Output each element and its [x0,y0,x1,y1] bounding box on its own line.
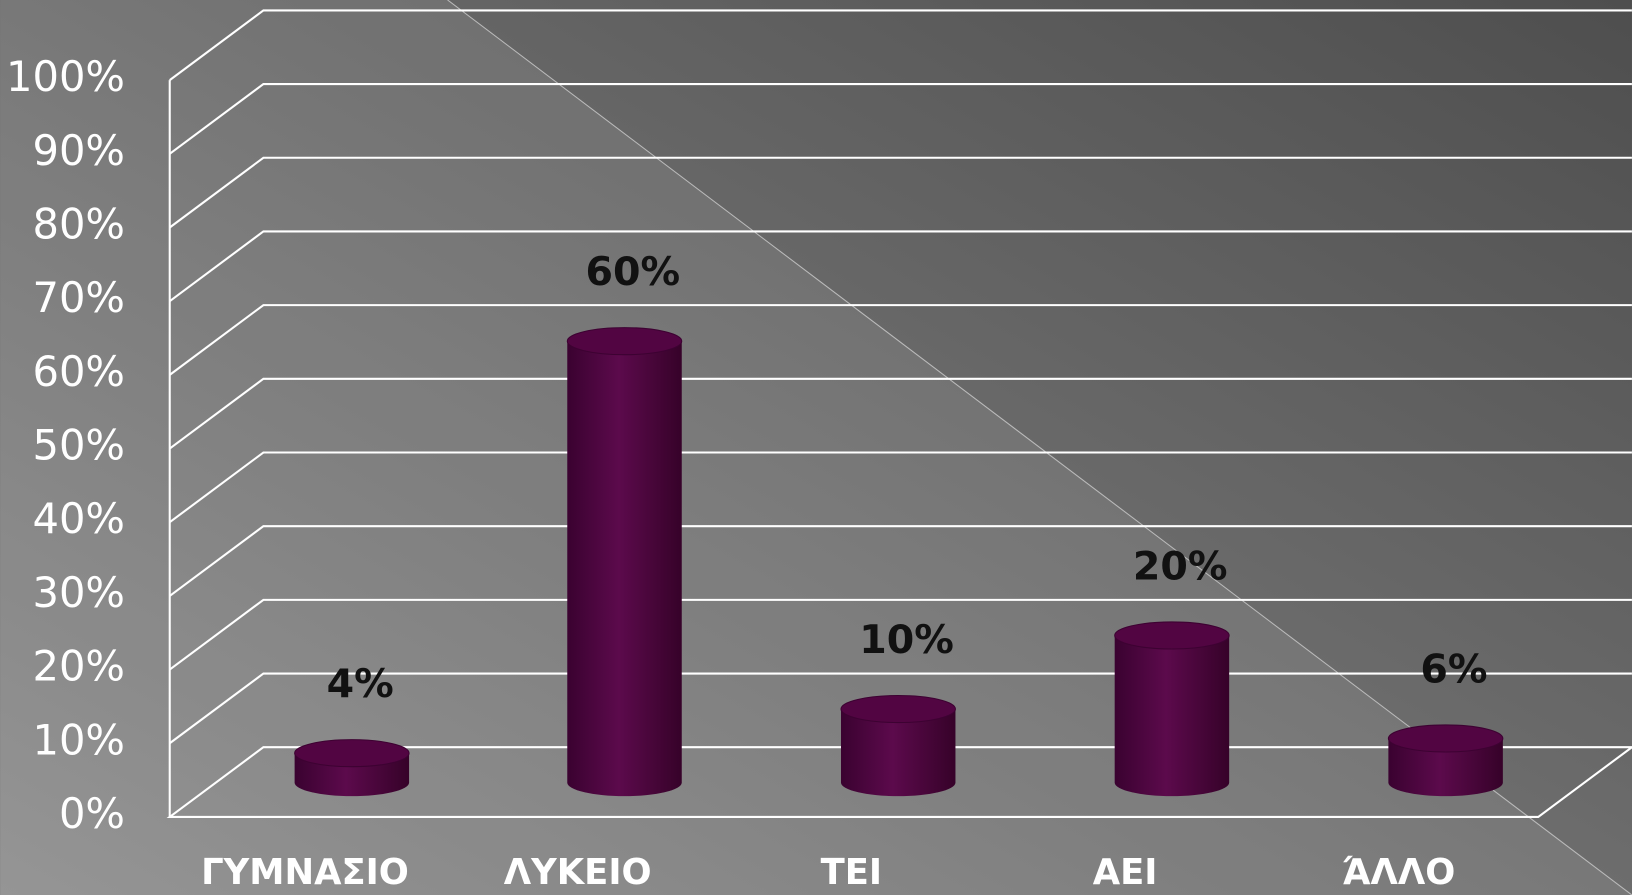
y-tick-label: 70% [32,273,124,322]
grid-line [169,451,1632,524]
value-label: 20% [1133,543,1228,589]
y-tick-label: 60% [32,347,124,396]
bar [1388,738,1503,797]
x-tick-label: ΤΕΙ [821,852,882,893]
x-tick-label: ΛΥΚΕΙΟ [504,852,652,893]
x-tick-label: ΑΕΙ [1093,852,1158,893]
y-tick-label: 90% [32,126,124,175]
y-tick-label: 10% [32,715,124,764]
value-label: 4% [327,661,394,707]
bar-top [294,739,410,768]
grid-line [169,304,1632,376]
bar-top [566,327,683,356]
y-tick-label: 30% [32,568,124,617]
bar [840,709,956,797]
bar-top [1387,724,1504,753]
grid-line [169,156,1632,229]
value-label: 60% [586,249,681,295]
y-tick-label: 100% [6,52,125,101]
bar [1114,635,1230,797]
plot: 0% 10% 20% 30% 40% 50% 60% 70% 80% 90% 100% 4% ΓΥΜΝΑ… [6,9,1632,893]
x-tick-label: ΆΛΛΟ [1342,852,1455,893]
y-tick-label: 0% [59,789,125,838]
grid-line [169,525,1632,597]
y-tick-label: 40% [32,494,124,543]
grid-line [169,230,1632,303]
grid-line [169,9,1632,81]
y-tick-label: 80% [32,199,124,248]
bar-top [1114,621,1230,650]
x-tick-label: ΓΥΜΝΑΣΙΟ [201,852,409,893]
value-label: 10% [859,617,954,663]
grid-line [169,83,1632,155]
grid-line [169,598,1632,671]
bar-top [840,694,956,724]
grid-line [169,377,1632,450]
bar [567,341,682,797]
y-tick-label: 50% [32,421,124,470]
value-label: 6% [1420,646,1487,692]
y-tick-label: 20% [32,642,124,691]
